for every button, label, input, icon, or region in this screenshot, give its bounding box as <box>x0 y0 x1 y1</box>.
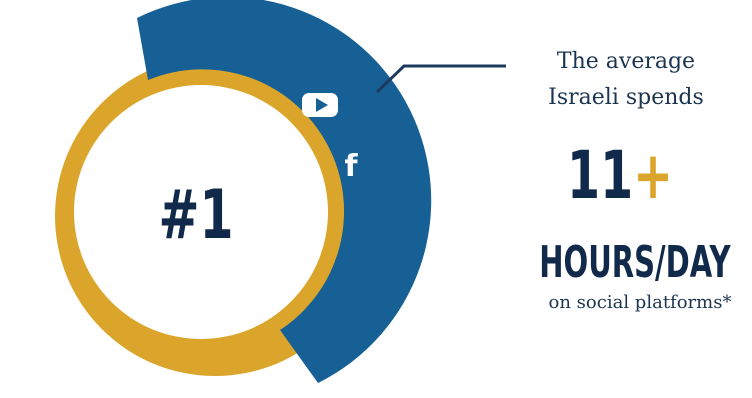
caption-line-1: The average <box>556 49 696 74</box>
facebook-icon: f <box>344 149 358 184</box>
ring-hole <box>74 85 328 339</box>
center-label: #1 <box>158 175 233 254</box>
ring-highlight-segment <box>137 0 432 383</box>
stat-number: 11+ <box>526 137 713 215</box>
leader-line <box>375 64 506 94</box>
stat-unit: HOURS/DAY <box>539 237 731 288</box>
caption-line-2: Israeli spends <box>548 85 704 110</box>
svg-text:f: f <box>344 149 358 184</box>
youtube-icon <box>302 93 338 117</box>
footnote: on social platforms* <box>548 292 732 313</box>
stat-plus: + <box>633 137 673 214</box>
stat-value: 11 <box>567 137 634 214</box>
